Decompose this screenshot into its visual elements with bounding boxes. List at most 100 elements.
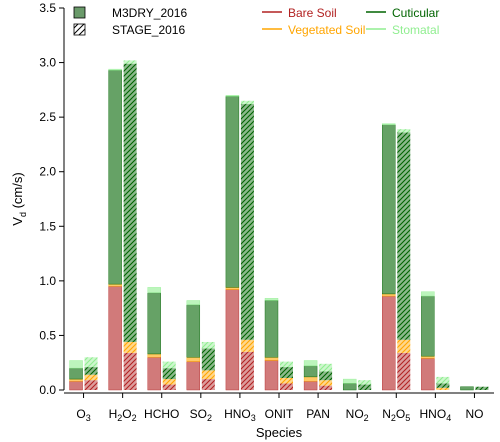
- bar-stage-stomatal-6: [319, 363, 333, 372]
- bar-stage-cuticular-9: [436, 383, 450, 388]
- bar-stage-bare-soil-0: [84, 380, 98, 390]
- bar-m3dry-bare-soil-3: [186, 361, 201, 391]
- x-tick-label-10: NO: [465, 407, 483, 421]
- bar-stage-veg-soil-0: [84, 374, 98, 381]
- bar-m3dry-veg-soil-5: [264, 357, 279, 361]
- bar-stage-cuticular-0: [84, 367, 98, 375]
- bar-stage-cuticular-4: [240, 104, 254, 340]
- bar-m3dry-stomatal-7: [342, 378, 357, 384]
- bar-m3dry-cuticular-9: [421, 295, 435, 357]
- x-tick-label-4: HNO3: [224, 407, 256, 423]
- y-tick-label-6: 3.0: [39, 56, 56, 70]
- x-tick-label-5: ONIT: [265, 407, 294, 421]
- bar-stage-bare-soil-4: [240, 351, 254, 390]
- bar-m3dry-cuticular-4: [225, 96, 240, 288]
- bar-stage-stomatal-4: [240, 100, 254, 105]
- bar-stage-bare-soil-8: [397, 352, 411, 390]
- legend-pathway-label-2: Vegetated Soil: [288, 23, 365, 37]
- bar-stage-bare-soil-1: [123, 352, 137, 390]
- legend-swatch-m3dry: [73, 6, 86, 19]
- y-tick-label-2: 1.0: [39, 274, 56, 288]
- bar-m3dry-cuticular-0: [69, 367, 83, 380]
- bar-stage-stomatal-3: [201, 341, 215, 349]
- bar-m3dry-stomatal-3: [186, 300, 201, 306]
- bar-stage-cuticular-6: [319, 371, 333, 381]
- y-axis-title: Vd (cm/s): [10, 172, 28, 225]
- bar-m3dry-bare-soil-9: [421, 358, 435, 391]
- legend-label-stage: STAGE_2016: [112, 23, 185, 37]
- bar-stage-veg-soil-3: [201, 370, 215, 380]
- bar-m3dry-cuticular-8: [382, 124, 396, 295]
- bar-stage-stomatal-1: [123, 60, 137, 64]
- bar-stage-veg-soil-2: [162, 379, 176, 385]
- y-tick-label-5: 2.5: [39, 110, 56, 124]
- x-tick-label-7: NO2: [346, 407, 369, 423]
- bar-m3dry-cuticular-1: [108, 70, 122, 285]
- bar-m3dry-cuticular-5: [264, 300, 279, 358]
- bar-stage-stomatal-5: [280, 361, 293, 368]
- bar-stage-bare-soil-5: [280, 383, 293, 390]
- y-tick-label-3: 1.5: [39, 219, 56, 233]
- legend-label-m3dry: M3DRY_2016: [112, 6, 187, 20]
- x-tick-label-1: H2O2: [109, 407, 137, 423]
- bar-m3dry-stomatal-9: [421, 291, 435, 297]
- bar-m3dry-veg-soil-3: [186, 357, 201, 362]
- bar-m3dry-bare-soil-6: [303, 381, 318, 391]
- bar-m3dry-stomatal-5: [264, 298, 279, 301]
- bar-stage-cuticular-1: [123, 63, 137, 342]
- x-tick-label-8: N2O5: [382, 407, 410, 423]
- legend-pathway-label-1: Cuticular: [392, 6, 439, 20]
- y-tick-label-0: 0.0: [39, 383, 56, 397]
- x-tick-label-6: PAN: [306, 407, 330, 421]
- bar-stage-stomatal-2: [162, 361, 176, 369]
- bar-stage-stomatal-7: [358, 380, 372, 385]
- bar-stage-bare-soil-2: [162, 384, 176, 390]
- bar-m3dry-cuticular-10: [460, 386, 474, 391]
- bar-m3dry-cuticular-7: [342, 383, 357, 391]
- bar-m3dry-veg-soil-6: [303, 376, 318, 382]
- bar-stage-stomatal-8: [397, 129, 411, 133]
- bar-m3dry-bare-soil-5: [264, 360, 279, 391]
- bar-m3dry-cuticular-3: [186, 304, 201, 358]
- y-tick-label-4: 2.0: [39, 165, 56, 179]
- bar-m3dry-stomatal-1: [108, 68, 122, 71]
- bar-m3dry-veg-soil-8: [382, 293, 396, 297]
- bar-m3dry-bare-soil-2: [147, 357, 161, 391]
- x-tick-label-9: HNO4: [420, 407, 452, 423]
- bar-m3dry-stomatal-4: [225, 95, 240, 97]
- y-tick-label-7: 3.5: [39, 1, 56, 15]
- bar-stage-veg-soil-1: [123, 341, 137, 353]
- bar-stage-stomatal-0: [84, 357, 98, 368]
- legend-pathway-label-0: Bare Soil: [288, 6, 337, 20]
- x-tick-label-3: SO2: [190, 407, 212, 423]
- bar-m3dry-veg-soil-0: [69, 378, 83, 382]
- bar-stage-veg-soil-5: [280, 377, 293, 384]
- bar-stage-cuticular-3: [201, 348, 215, 371]
- bar-stage-veg-soil-8: [397, 339, 411, 353]
- x-axis-title: Species: [256, 425, 303, 440]
- bar-m3dry-bare-soil-8: [382, 295, 396, 391]
- bar-stage-bare-soil-6: [319, 385, 333, 390]
- bar-stage-veg-soil-4: [240, 339, 254, 352]
- bar-m3dry-bare-soil-1: [108, 286, 122, 391]
- bar-m3dry-stomatal-6: [303, 360, 318, 367]
- bar-m3dry-cuticular-6: [303, 365, 318, 378]
- bar-stage-stomatal-9: [436, 376, 450, 384]
- bar-m3dry-veg-soil-1: [108, 283, 122, 287]
- bar-stage-cuticular-2: [162, 368, 176, 380]
- bar-stage-bare-soil-3: [201, 379, 215, 390]
- bar-m3dry-veg-soil-4: [225, 287, 240, 290]
- bar-m3dry-cuticular-2: [147, 292, 161, 355]
- bar-m3dry-stomatal-2: [147, 287, 161, 294]
- x-tick-label-0: O3: [76, 407, 90, 423]
- bar-m3dry-stomatal-0: [69, 360, 83, 369]
- y-tick-label-1: 0.5: [39, 328, 56, 342]
- x-tick-label-2: HCHO: [144, 407, 179, 421]
- legend-swatch-stage: [73, 23, 86, 36]
- bar-m3dry-veg-soil-9: [421, 355, 435, 359]
- bar-stage-cuticular-8: [397, 132, 411, 340]
- bar-m3dry-bare-soil-0: [69, 381, 83, 391]
- bar-stage-veg-soil-6: [319, 380, 333, 386]
